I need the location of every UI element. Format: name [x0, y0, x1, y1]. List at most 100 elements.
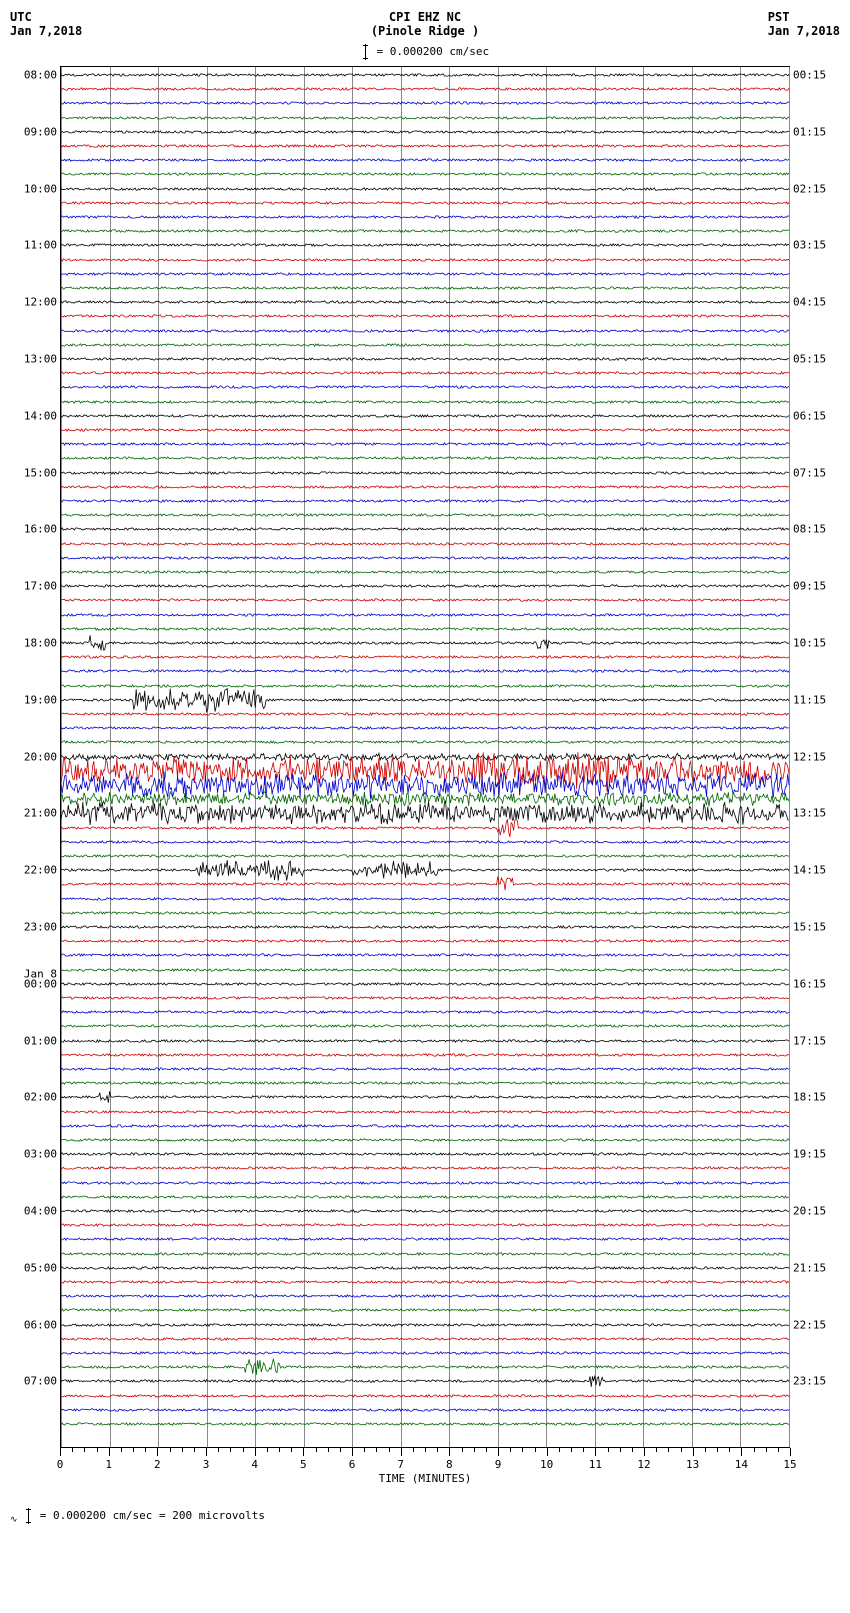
x-tick-label: 6 [349, 1458, 356, 1471]
x-tick-minor [364, 1448, 365, 1452]
time-label-left: 02:00 [24, 1091, 57, 1104]
x-tick-minor [97, 1448, 98, 1452]
time-label-left: 09:00 [24, 125, 57, 138]
x-tick-minor [620, 1448, 621, 1452]
time-label-right: 16:15 [793, 977, 826, 990]
x-axis-title: TIME (MINUTES) [379, 1472, 472, 1485]
x-tick-label: 2 [154, 1458, 161, 1471]
time-label-left: 12:00 [24, 296, 57, 309]
x-tick-minor [267, 1448, 268, 1452]
x-tick-minor [316, 1448, 317, 1452]
plot-wrap: 08:0009:0010:0011:0012:0013:0014:0015:00… [10, 66, 840, 1488]
x-tick-label: 3 [203, 1458, 210, 1471]
header-right: PST Jan 7,2018 [768, 10, 840, 38]
time-label-right: 23:15 [793, 1375, 826, 1388]
x-tick [449, 1448, 450, 1456]
time-label-left: 04:00 [24, 1205, 57, 1218]
scale-label: = 0.000200 cm/sec [377, 45, 490, 58]
station-title: CPI EHZ NC [361, 10, 489, 24]
time-label-left: 23:00 [24, 921, 57, 934]
time-label-left: 07:00 [24, 1375, 57, 1388]
x-tick-label: 14 [735, 1458, 748, 1471]
x-tick-minor [145, 1448, 146, 1452]
x-tick-minor [340, 1448, 341, 1452]
tz-left: UTC [10, 10, 82, 24]
time-label-left: 08:00 [24, 69, 57, 82]
time-label-left: 20:00 [24, 750, 57, 763]
x-tick-minor [608, 1448, 609, 1452]
x-tick [790, 1448, 791, 1456]
time-label-left: 13:00 [24, 353, 57, 366]
x-tick-minor [583, 1448, 584, 1452]
x-tick-minor [230, 1448, 231, 1452]
x-tick-minor [121, 1448, 122, 1452]
x-tick-minor [170, 1448, 171, 1452]
x-tick [206, 1448, 207, 1456]
x-tick-label: 7 [397, 1458, 404, 1471]
time-label-right: 18:15 [793, 1091, 826, 1104]
time-label-right: 15:15 [793, 921, 826, 934]
x-tick-minor [279, 1448, 280, 1452]
footer: ∿ = 0.000200 cm/sec = 200 microvolts [10, 1508, 840, 1525]
time-label-left: 22:00 [24, 864, 57, 877]
x-tick-label: 5 [300, 1458, 307, 1471]
time-label-left: 21:00 [24, 807, 57, 820]
time-label-right: 00:15 [793, 69, 826, 82]
time-label-right: 04:15 [793, 296, 826, 309]
x-tick-minor [413, 1448, 414, 1452]
x-tick-minor [754, 1448, 755, 1452]
time-label-right: 21:15 [793, 1261, 826, 1274]
x-tick-label: 10 [540, 1458, 553, 1471]
x-tick [693, 1448, 694, 1456]
date-left: Jan 7,2018 [10, 24, 82, 38]
x-tick-minor [656, 1448, 657, 1452]
time-label-left: 19:00 [24, 693, 57, 706]
trace-row [61, 1409, 789, 1439]
x-tick-minor [474, 1448, 475, 1452]
date-right: Jan 7,2018 [768, 24, 840, 38]
time-label-left: 01:00 [24, 1034, 57, 1047]
scale-bar-icon [365, 44, 366, 60]
scale-note: = 0.000200 cm/sec [361, 44, 489, 60]
time-label-right: 20:15 [793, 1205, 826, 1218]
footer-scale-bar-icon [28, 1508, 29, 1524]
time-label-right: 08:15 [793, 523, 826, 536]
x-tick [547, 1448, 548, 1456]
x-axis: TIME (MINUTES) 0123456789101112131415 [60, 1448, 790, 1488]
time-label-left: 15:00 [24, 466, 57, 479]
time-label-right: 22:15 [793, 1318, 826, 1331]
x-tick [157, 1448, 158, 1456]
time-label-right: 10:15 [793, 637, 826, 650]
time-label-right: 11:15 [793, 693, 826, 706]
time-label-right: 03:15 [793, 239, 826, 252]
time-label-left: 18:00 [24, 637, 57, 650]
x-tick-minor [559, 1448, 560, 1452]
x-tick [303, 1448, 304, 1456]
x-tick [60, 1448, 61, 1456]
x-tick-label: 11 [589, 1458, 602, 1471]
x-tick-label: 12 [637, 1458, 650, 1471]
time-label-right: 19:15 [793, 1148, 826, 1161]
x-tick-label: 8 [446, 1458, 453, 1471]
x-tick-label: 13 [686, 1458, 699, 1471]
x-tick-label: 0 [57, 1458, 64, 1471]
x-tick-minor [668, 1448, 669, 1452]
x-tick [595, 1448, 596, 1456]
x-tick [352, 1448, 353, 1456]
x-tick-minor [328, 1448, 329, 1452]
header-center: CPI EHZ NC (Pinole Ridge ) = 0.000200 cm… [361, 10, 489, 60]
time-label-right: 09:15 [793, 580, 826, 593]
time-label-left: 00:00 [24, 977, 57, 990]
x-tick-minor [291, 1448, 292, 1452]
x-tick-minor [778, 1448, 779, 1452]
x-tick-minor [437, 1448, 438, 1452]
x-tick-minor [389, 1448, 390, 1452]
x-tick [109, 1448, 110, 1456]
x-tick-minor [681, 1448, 682, 1452]
x-tick-minor [717, 1448, 718, 1452]
x-tick-minor [133, 1448, 134, 1452]
x-tick-minor [376, 1448, 377, 1452]
x-tick-minor [522, 1448, 523, 1452]
time-label-left: 11:00 [24, 239, 57, 252]
tz-right: PST [768, 10, 840, 24]
